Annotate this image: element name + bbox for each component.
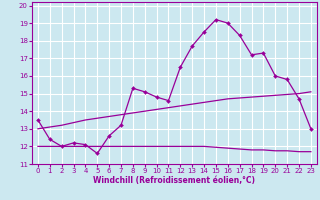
- X-axis label: Windchill (Refroidissement éolien,°C): Windchill (Refroidissement éolien,°C): [93, 176, 255, 185]
